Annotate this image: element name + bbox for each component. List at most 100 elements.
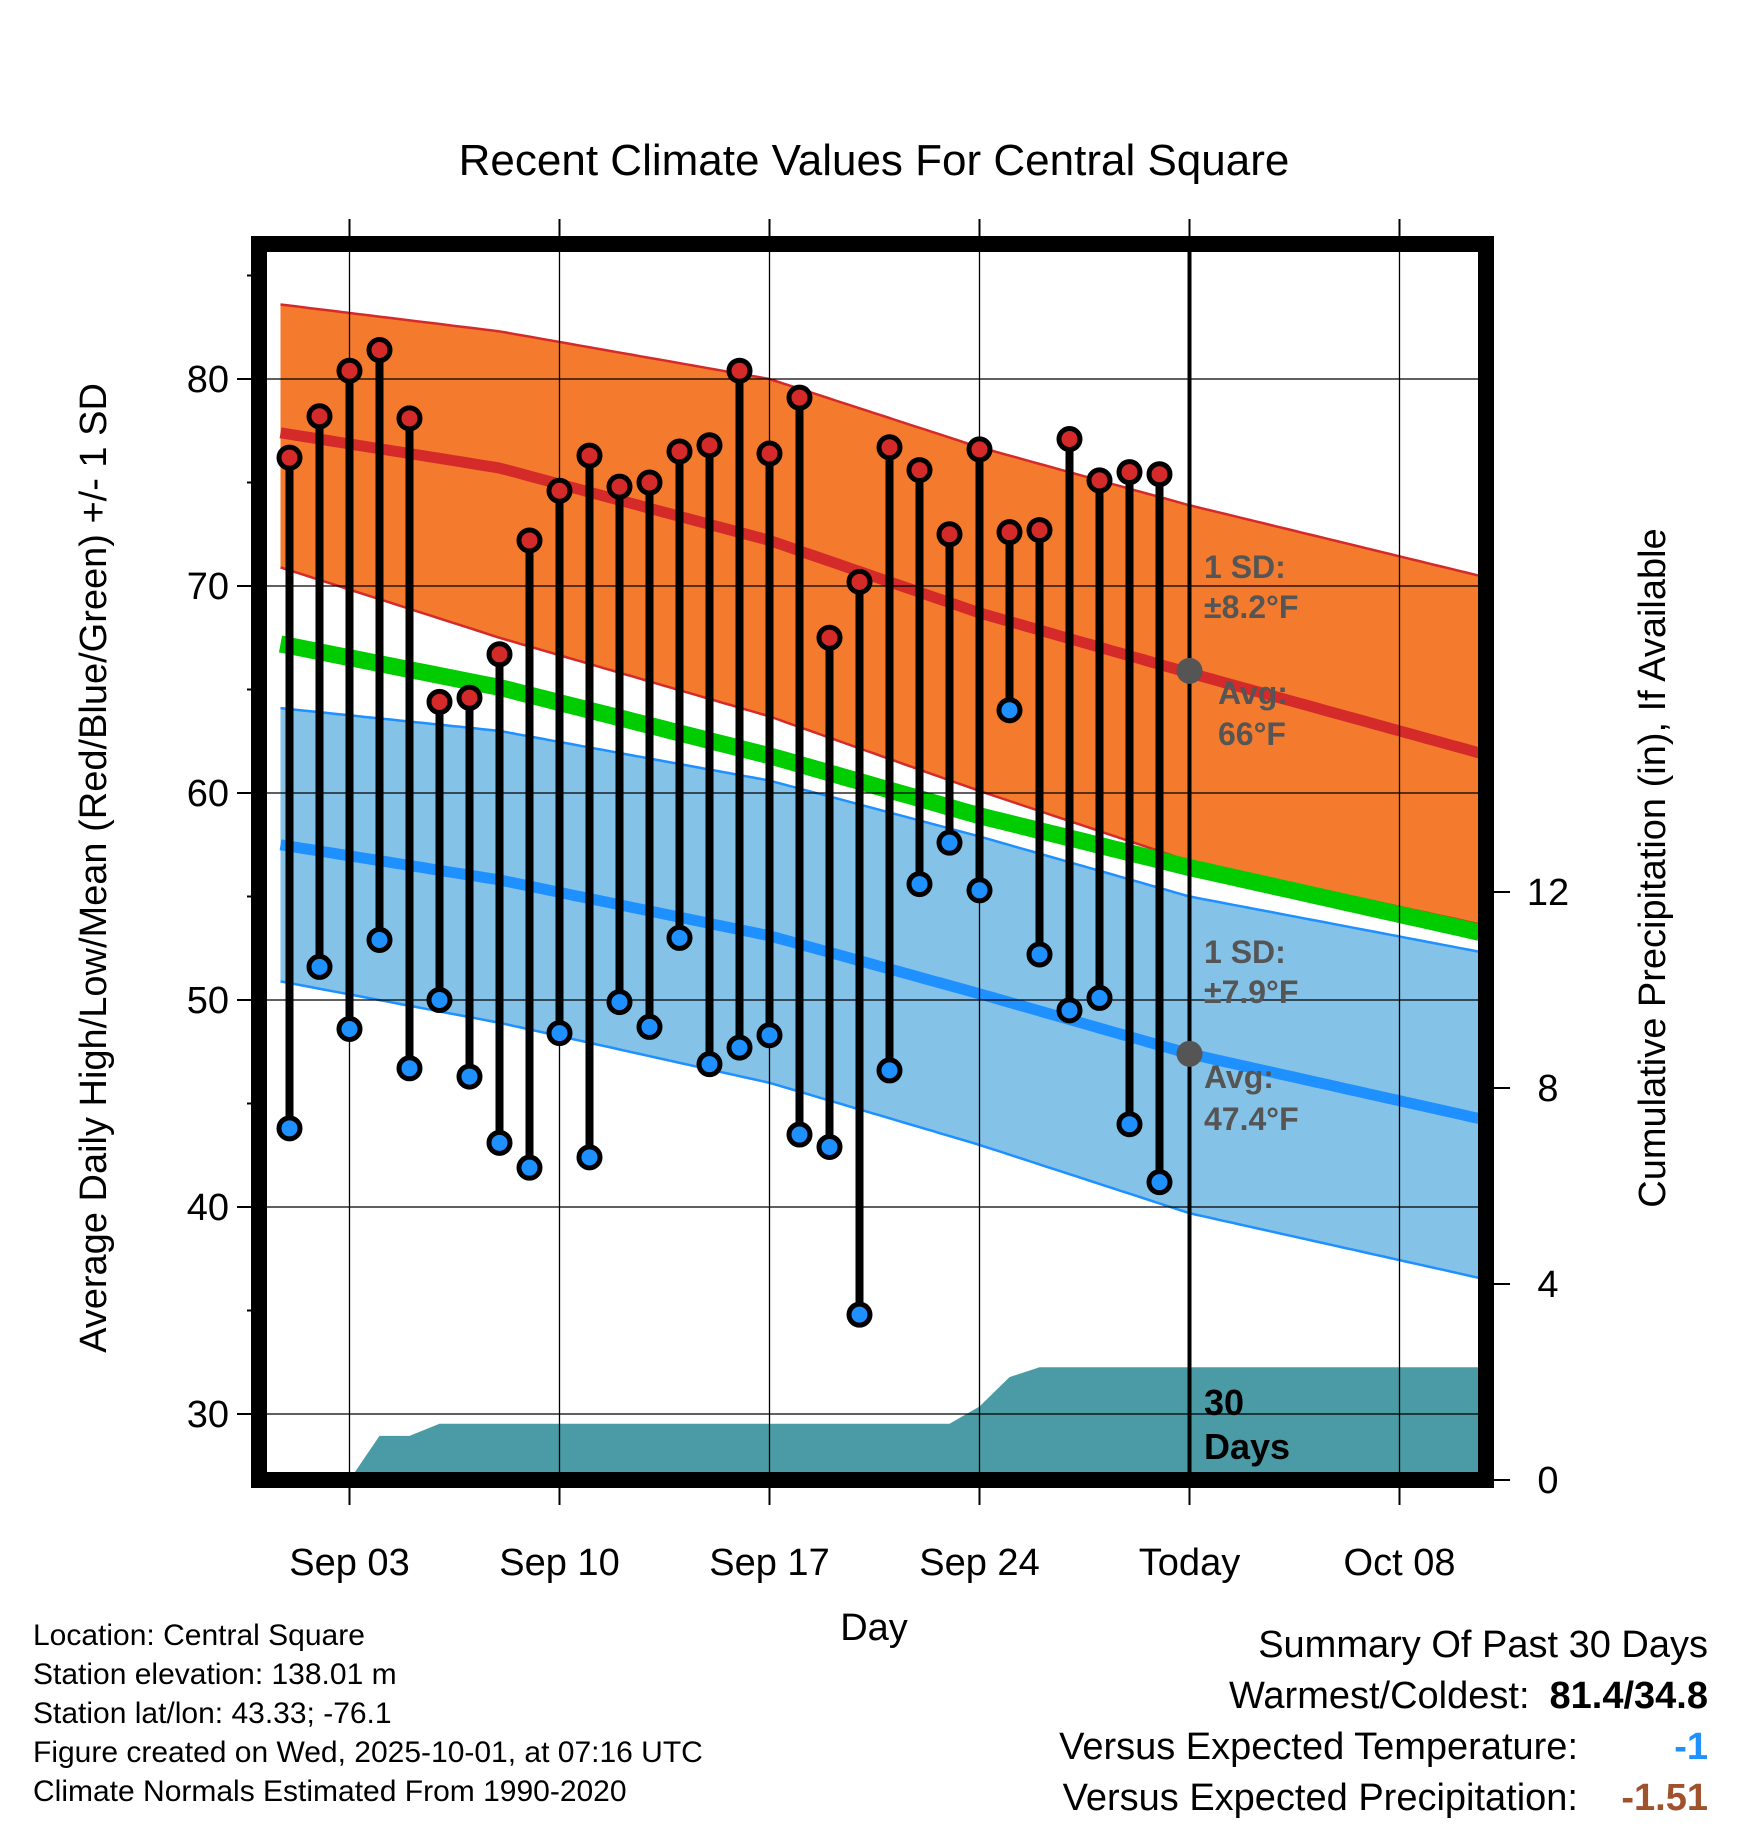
latlon-text: Station lat/lon: 43.33; -76.1 (33, 1697, 392, 1730)
high-point (876, 434, 903, 461)
low-point (846, 1301, 873, 1328)
low-point (1056, 997, 1083, 1024)
low-sd-band (280, 708, 1486, 1280)
high-point (1116, 459, 1143, 486)
x-tick-label: Sep 10 (499, 1542, 619, 1584)
low-point (696, 1051, 723, 1078)
high-point (1146, 461, 1173, 488)
observations (276, 337, 1173, 1328)
low-point (1116, 1111, 1143, 1138)
y2-tick-label: 12 (1527, 872, 1569, 914)
warmest-label: Warmest/Coldest: (1228, 1675, 1530, 1717)
low-point (1026, 941, 1053, 968)
warmest-coldest-row: Warmest/Coldest: 81.4/34.8 (1059, 1671, 1708, 1722)
x-tick-label: Oct 08 (1344, 1542, 1456, 1584)
elevation-text: Station elevation: 138.01 m (33, 1658, 397, 1691)
high-point (306, 403, 333, 430)
low-point (756, 1022, 783, 1049)
annotations: 1 SD: ±8.2°F Avg: 66°F 1 SD: ±7.9°F Avg: 47.4°F… (1176, 549, 1299, 1467)
low-point (636, 1013, 663, 1040)
low-point (876, 1057, 903, 1084)
y2-tick-label: 4 (1537, 1264, 1558, 1306)
y-axis-left: 30 40 50 60 70 80 (187, 274, 259, 1436)
x-tick-label: Sep 03 (289, 1542, 409, 1584)
y-axis-label: Average Daily High/Low/Mean (Red/Blue/Gr… (73, 383, 115, 1353)
high-point (696, 432, 723, 459)
low-point (606, 989, 633, 1016)
high-point (906, 457, 933, 484)
low-point (996, 697, 1023, 724)
x-tick-label: Sep 24 (919, 1542, 1039, 1584)
low-point (786, 1121, 813, 1148)
temp-label: Versus Expected Temperature: (1059, 1726, 1578, 1768)
low-point (726, 1034, 753, 1061)
y-tick-label: 40 (187, 1187, 229, 1229)
low-point (486, 1129, 513, 1156)
plot-frame (251, 236, 1494, 1488)
high-sd-value: ±8.2°F (1204, 589, 1298, 625)
y2-tick-label: 8 (1537, 1068, 1558, 1110)
temp-value: -1 (1674, 1726, 1708, 1768)
high-point (486, 641, 513, 668)
station-info: Location: Central Square Station elevati… (33, 1616, 703, 1811)
low-point (516, 1154, 543, 1181)
high-point (546, 477, 573, 504)
low-point (666, 924, 693, 951)
low-sd-value: ±7.9°F (1204, 974, 1298, 1010)
high-point (1086, 467, 1113, 494)
precip-period-number: 30 (1204, 1382, 1244, 1423)
high-point (816, 624, 843, 651)
precipitation-area (280, 1367, 1486, 1480)
high-point (666, 438, 693, 465)
low-point (546, 1020, 573, 1047)
y-tick-label: 60 (187, 773, 229, 815)
summary-panel: Summary Of Past 30 Days Warmest/Coldest:… (1059, 1620, 1708, 1824)
precip-value: -1.51 (1621, 1777, 1708, 1819)
high-point (756, 440, 783, 467)
low-point (276, 1115, 303, 1142)
high-point (966, 436, 993, 463)
low-point (306, 953, 333, 980)
summary-heading: Summary Of Past 30 Days (1258, 1624, 1708, 1666)
precip-label: Versus Expected Precipitation: (1062, 1777, 1578, 1819)
high-point (936, 521, 963, 548)
high-point (366, 337, 393, 364)
low-point (366, 926, 393, 953)
y-tick-label: 30 (187, 1394, 229, 1436)
today-high-avg-marker (1176, 657, 1203, 684)
low-point (396, 1055, 423, 1082)
high-avg-value: 66°F (1218, 716, 1286, 752)
high-point (1056, 426, 1083, 453)
low-sd-lower-edge (280, 980, 1486, 1281)
high-avg-label: Avg: (1218, 675, 1288, 711)
high-point (336, 357, 363, 384)
low-point (936, 829, 963, 856)
low-point (1146, 1169, 1173, 1196)
low-point (906, 871, 933, 898)
y-tick-label: 70 (187, 566, 229, 608)
chart-title: Recent Climate Values For Central Square (459, 136, 1290, 185)
y-tick-label: 80 (187, 359, 229, 401)
low-point (576, 1144, 603, 1171)
y-tick-label: 50 (187, 980, 229, 1022)
normals-text: Climate Normals Estimated From 1990-2020 (33, 1775, 627, 1808)
high-point (396, 405, 423, 432)
high-point (636, 469, 663, 496)
y2-tick-label: 0 (1537, 1460, 1558, 1502)
low-point (816, 1133, 843, 1160)
high-point (426, 688, 453, 715)
high-point (996, 519, 1023, 546)
precip-period-unit: Days (1204, 1426, 1290, 1467)
high-point (786, 384, 813, 411)
y2-axis-label: Cumulative Precipitation (in), If Availa… (1632, 528, 1674, 1207)
high-point (576, 442, 603, 469)
low-point (336, 1015, 363, 1042)
y-axis-right: 0 4 8 12 (1486, 872, 1569, 1502)
low-sd-label: 1 SD: (1204, 934, 1286, 970)
high-point (516, 527, 543, 554)
x-axis-label: Day (840, 1607, 908, 1649)
low-point (426, 987, 453, 1013)
low-point (1086, 984, 1113, 1011)
high-point (1026, 517, 1053, 544)
temp-row: Versus Expected Temperature: -1 (1059, 1722, 1708, 1773)
